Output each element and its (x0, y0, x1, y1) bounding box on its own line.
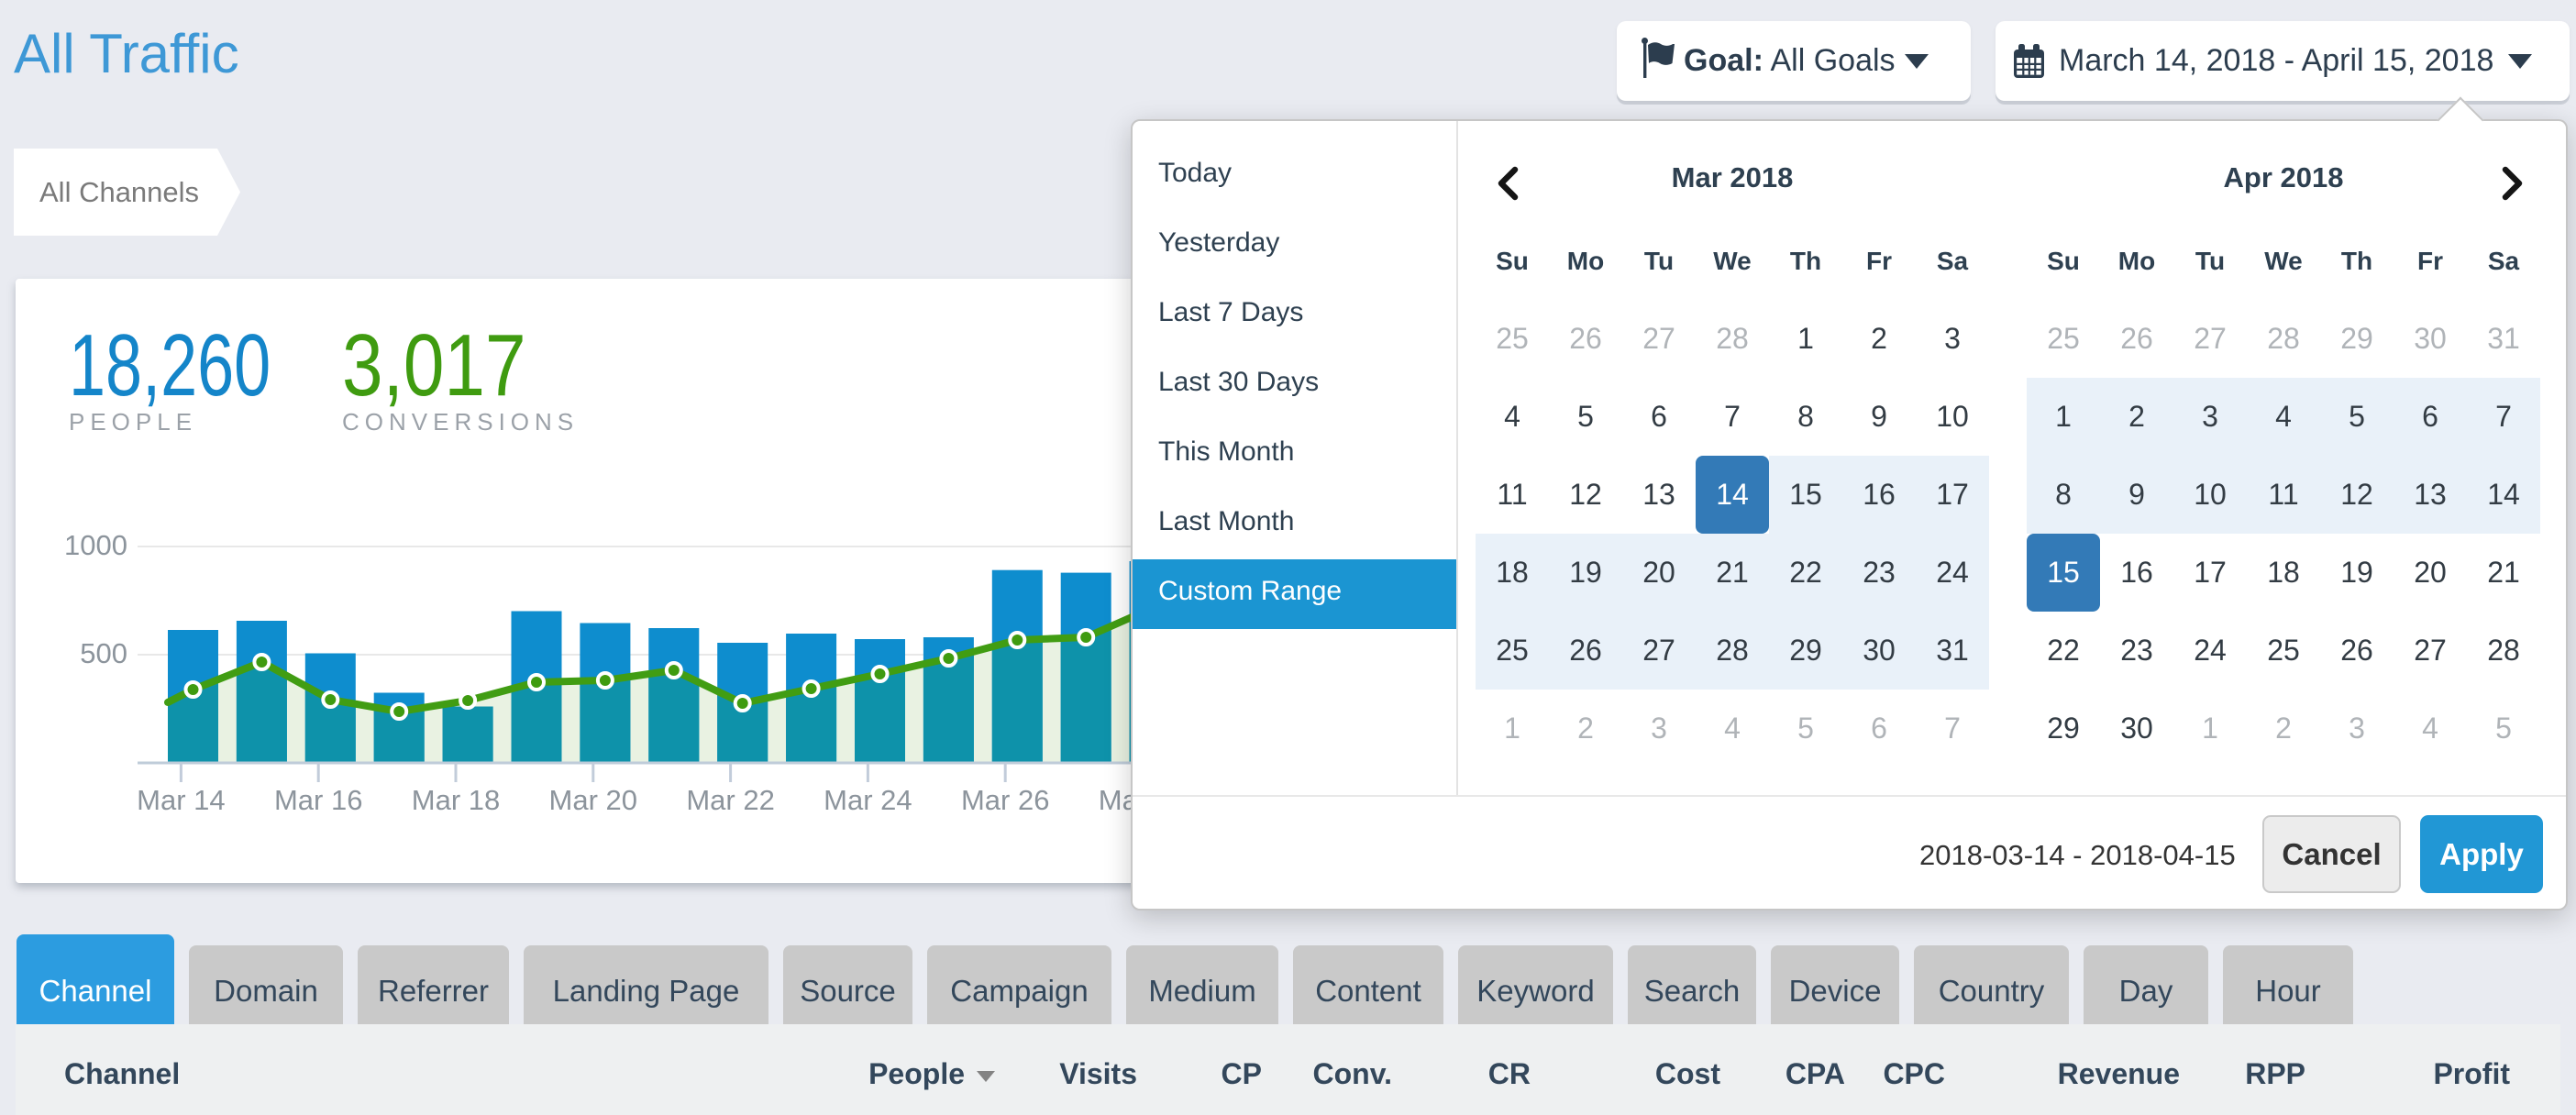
svg-text:Mar 16: Mar 16 (274, 784, 362, 816)
svg-text:Mar 20: Mar 20 (549, 784, 637, 816)
svg-text:Mar 24: Mar 24 (824, 784, 912, 816)
svg-text:Mar 26: Mar 26 (961, 784, 1049, 816)
svg-text:500: 500 (80, 637, 127, 669)
svg-text:Mar 22: Mar 22 (686, 784, 774, 816)
svg-text:Mar 14: Mar 14 (137, 784, 225, 816)
svg-text:Mar 18: Mar 18 (412, 784, 500, 816)
svg-text:1000: 1000 (64, 529, 127, 561)
